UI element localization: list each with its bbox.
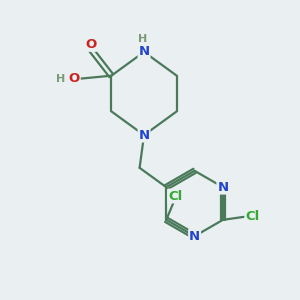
Text: O: O <box>69 72 80 85</box>
Text: N: N <box>189 230 200 243</box>
Text: N: N <box>139 45 150 58</box>
Text: H: H <box>138 34 147 44</box>
Text: Cl: Cl <box>245 210 260 224</box>
Text: N: N <box>139 129 150 142</box>
Text: O: O <box>85 38 96 51</box>
Text: H: H <box>56 74 65 84</box>
Text: Cl: Cl <box>168 190 182 202</box>
Text: N: N <box>217 181 229 194</box>
